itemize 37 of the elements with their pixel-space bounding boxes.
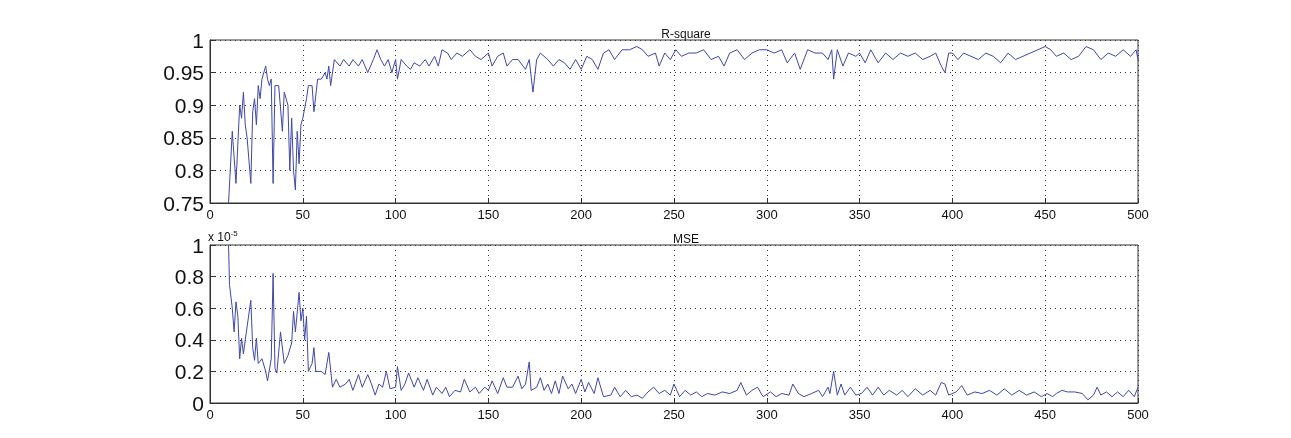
x-tick-label: 50 — [295, 207, 311, 222]
y-tick-label: 0.4 — [174, 328, 205, 352]
x-tick-label: 50 — [295, 407, 311, 422]
x-tick-label: 300 — [755, 207, 778, 222]
x-tick-label: 400 — [941, 407, 964, 422]
x-tick-label: 150 — [477, 207, 500, 222]
x-tick-label: 0 — [206, 207, 214, 222]
y-tick-label: 0.85 — [163, 126, 204, 150]
x-tick-label: 250 — [663, 207, 685, 222]
line-series — [228, 244, 1139, 401]
y-tick-label: 0.95 — [163, 61, 204, 85]
x-tick-label: 100 — [384, 207, 407, 222]
x-tick-label: 450 — [1034, 207, 1057, 222]
y-tick-label: 0.6 — [174, 296, 204, 320]
chart-title: R-square — [661, 27, 711, 41]
x-tick-label: 300 — [755, 407, 778, 422]
x-tick-label: 100 — [384, 407, 407, 422]
x-tick-label: 450 — [1034, 407, 1057, 422]
x-tick-label: 200 — [570, 207, 593, 222]
x-tick-label: 0 — [206, 407, 214, 422]
line-series — [228, 46, 1139, 204]
x-tick-label: 500 — [1127, 207, 1149, 222]
y-tick-label: 1 — [192, 28, 204, 52]
x-tick-label: 400 — [941, 207, 964, 222]
x-tick-label: 350 — [848, 207, 871, 222]
y-tick-label: 0.75 — [163, 191, 204, 215]
y-tick-label: 0.2 — [174, 359, 204, 383]
x-tick-label: 200 — [570, 407, 593, 422]
y-tick-label: 1 — [192, 233, 204, 257]
x-tick-label: 150 — [477, 407, 500, 422]
chart-title: MSE — [672, 232, 700, 246]
y-tick-label: 0.8 — [174, 265, 204, 289]
y-tick-label: 0.8 — [174, 158, 204, 182]
x-tick-label: 500 — [1127, 407, 1149, 422]
y-tick-label: 0.9 — [174, 93, 204, 117]
x-tick-label: 350 — [848, 407, 871, 422]
x-tick-label: 250 — [663, 407, 685, 422]
